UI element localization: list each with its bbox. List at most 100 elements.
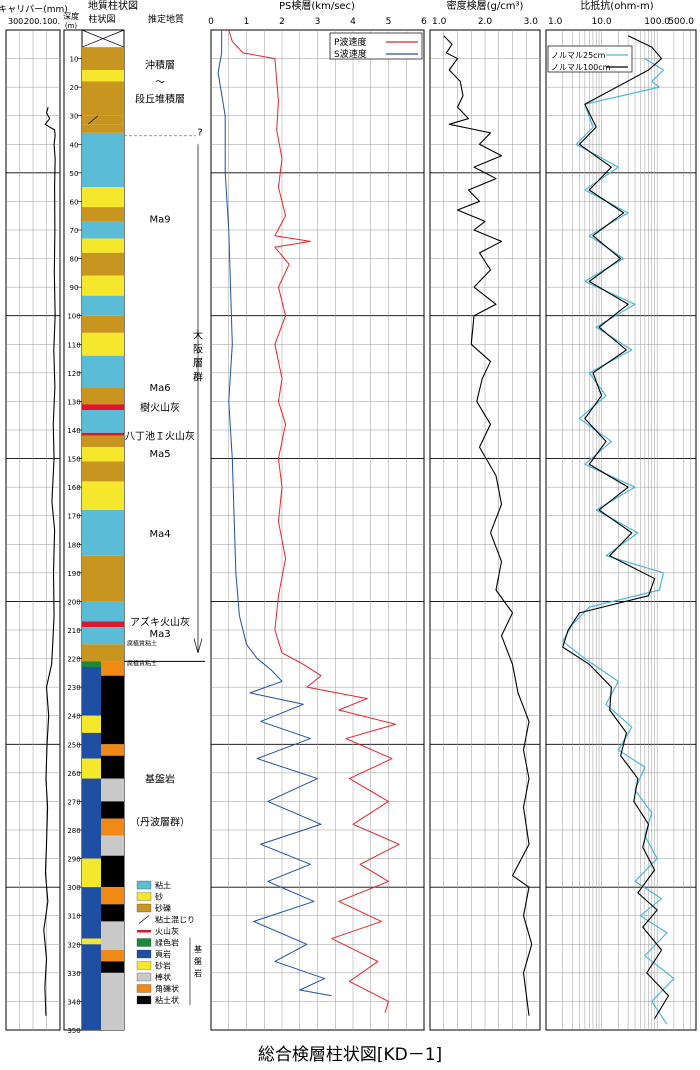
depth-scale-frame [63,29,83,1031]
ps-tick-label: 5 [386,17,392,27]
basement-right-clayey [101,755,124,779]
legend-label: 砂 [155,892,163,902]
depth-tick-label: 10 [70,56,79,64]
legend-label: 砂岩 [155,961,171,971]
litho-layer-sand [82,238,124,253]
litho-layer-gravel [82,81,124,116]
legend-swatch [136,961,152,970]
interp-label: Ma9 [149,215,170,226]
density-title: 密度検層(g/cm³) [447,0,524,12]
group-bracket-arrow [193,638,199,653]
litho-layer-ash [82,621,124,628]
depth-tick-label: 20 [70,84,79,92]
depth-tick-label: 170 [67,513,80,521]
depth-tick-label: 330 [67,970,80,978]
interp-label: アズキ火山灰 [130,615,190,628]
depth-tick-label: 210 [67,627,80,635]
depth-tick-label: 350 [67,1027,80,1035]
legend-group-char: 基 [194,944,202,954]
basement-right-clayey [101,675,124,745]
depth-tick-label: 80 [70,256,79,264]
interp-label: Ma5 [149,449,170,460]
litho-layer-clay [82,510,124,556]
depth-tick-label: 40 [70,141,79,149]
caliper-panel: キャリパー(mm) 300.200. 100. [0,4,68,1031]
basement-right-angular [101,661,124,676]
legend-label: 角礫状 [155,984,179,994]
basement-right-clayey [101,961,124,973]
interp-label: 八丁池Ｉ火山灰 [125,430,195,443]
legend-hatch [138,915,150,924]
legend-swatch [136,880,152,890]
legend-swatch [136,972,152,982]
basement-right-angular [101,887,124,905]
ps-curve-p [228,29,400,1014]
litho-layer-clay [82,355,124,388]
depth-header: 深度 [63,11,79,21]
res-tick-label: 500.0 [668,17,694,27]
depth-tick-label: 160 [67,484,80,492]
ps-curve-s [217,30,332,997]
res-tick-label: 100.0 [644,17,670,27]
res-title: 比抵抗(ohm-m) [580,0,653,12]
basement-left-sandstone [82,758,101,779]
ps-tick-label: 4 [350,17,356,27]
res-curve-0 [562,58,675,1025]
depth-tick-label: 240 [67,713,80,721]
depth-tick-label: 50 [70,170,79,178]
ps-tick-label: 1 [244,17,250,27]
basement-right-rod [101,921,124,950]
legend-label: 粘土状 [155,995,179,1005]
legend-label: 火山灰 [155,926,179,936]
interp-label: 沖積層 [145,58,175,71]
legend-label: 砂礫 [155,903,171,913]
res-tick-label: 1.0 [548,17,563,27]
litho-title: 地質柱状図 [88,0,138,12]
interp-label: 腐植質粘土 [127,659,157,667]
litho-layer-sand [82,70,124,82]
basement-left-shale [82,732,101,759]
res-legend-box [547,45,633,73]
depth-tick-label: 280 [67,827,80,835]
depth-tick-label: 270 [67,798,80,806]
caliper-title: キャリパー(mm) [0,4,68,15]
litho-layer-sand [82,481,124,510]
litho-layer-sand [82,447,124,462]
litho-layer-clay [82,410,124,433]
ps-tick-label: 0 [208,17,214,27]
litho-layer-gravel [82,387,124,405]
depth-tick-label: 30 [70,113,79,121]
header-cross [81,29,125,48]
litho-layer-ash [82,404,124,410]
ps-legend-label: P波速度 [334,36,366,48]
legend-label: 緑色岩 [155,938,179,948]
litho-layer-gravel [82,47,124,70]
litho-layer-mixed [82,115,124,125]
depth-tick-label: 90 [70,284,79,292]
legend-label: 頁岩 [155,949,171,959]
litho-layer-gravel [82,461,124,482]
litho-layer-gravel [82,555,124,602]
caliper-tick-label: 200. [24,17,42,26]
interp-label: Ma3 [149,629,170,640]
res-frame [545,29,697,1031]
basement-right-rod [101,835,124,856]
litho-layer-sand [82,275,124,296]
legend-group-char: 岩 [194,968,202,978]
interp-label: 段丘堆積層 [135,93,185,106]
group-bracket-arrow [197,638,203,653]
basement-left-sandstone [82,715,101,733]
depth-tick-label: 180 [67,541,80,549]
basement-right-angular [101,744,124,756]
question-mark: ? [197,128,202,139]
legend-swatch [136,903,152,913]
litho-layer-gravel [82,435,124,448]
interp-header: 推定地質 [148,13,184,25]
depth-tick-label: 100 [67,313,80,321]
litho-layer-sand [82,187,124,208]
legend-swatch [136,938,152,947]
litho-layer-clay [82,601,124,622]
depth-tick-label: 340 [67,998,80,1006]
